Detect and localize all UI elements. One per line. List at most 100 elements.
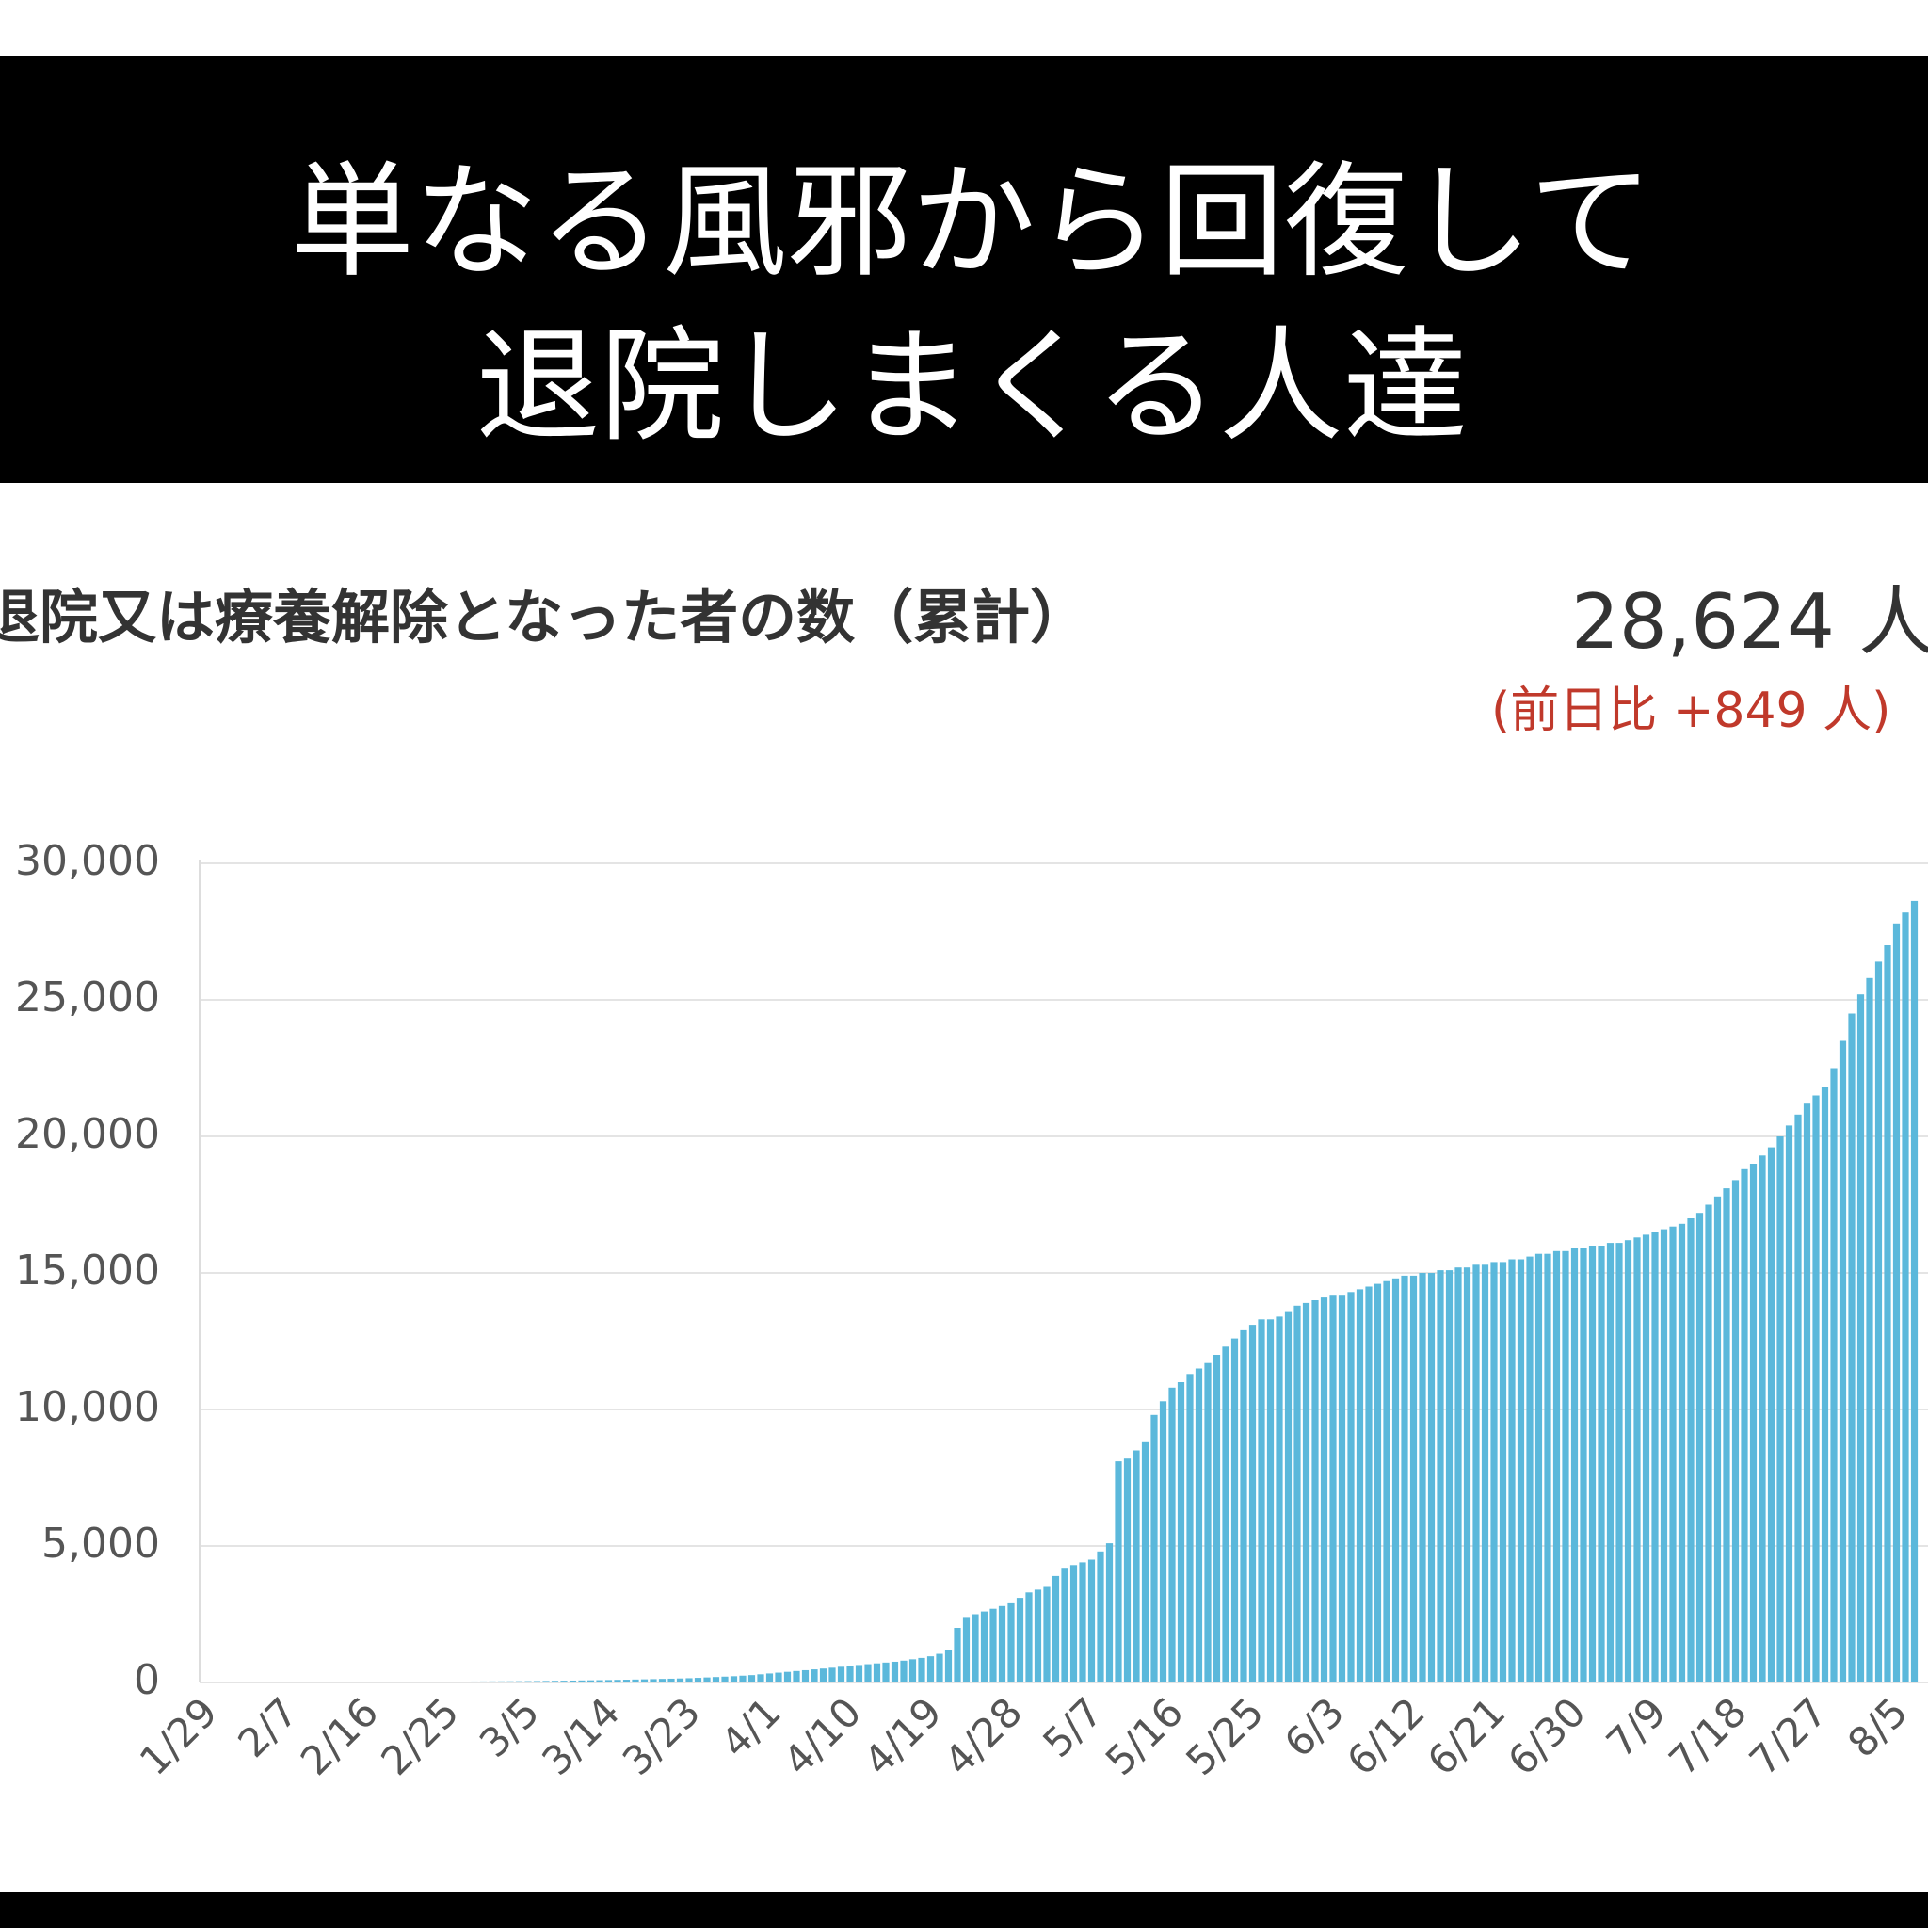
x-tick-label: 8/5 [1839, 1689, 1916, 1766]
caption-line: 退院しまくる人達 [475, 314, 1467, 459]
bar [972, 1615, 978, 1683]
bar [1240, 1330, 1246, 1682]
bar [685, 1678, 692, 1682]
bar [981, 1612, 988, 1682]
bar [1303, 1303, 1309, 1682]
bar [1267, 1319, 1274, 1682]
x-tick-label: 7/27 [1741, 1689, 1836, 1784]
bar [1133, 1451, 1139, 1683]
y-tick-label: 10,000 [15, 1383, 160, 1431]
x-tick-label: 6/30 [1499, 1689, 1594, 1784]
bar [1025, 1592, 1032, 1682]
bar [1535, 1254, 1542, 1682]
bar [542, 1681, 549, 1682]
bar [1213, 1355, 1220, 1682]
bar [1124, 1458, 1131, 1682]
bar [570, 1681, 576, 1682]
bar [1401, 1276, 1407, 1682]
bar [1553, 1251, 1560, 1682]
bar [1017, 1598, 1023, 1682]
bar [1222, 1346, 1229, 1682]
bar [989, 1609, 996, 1682]
bar [1106, 1543, 1113, 1682]
bar [1482, 1264, 1488, 1682]
bar [667, 1679, 674, 1682]
bar [1866, 978, 1872, 1682]
bar [864, 1665, 871, 1682]
bar [1249, 1325, 1256, 1682]
bar [954, 1628, 960, 1682]
bar [1097, 1552, 1103, 1682]
bar [1204, 1363, 1211, 1682]
bar [1526, 1257, 1533, 1682]
bar [1160, 1401, 1166, 1682]
bar [1446, 1270, 1453, 1682]
bar [1357, 1289, 1363, 1682]
y-tick-label: 30,000 [15, 837, 160, 885]
bar [552, 1681, 558, 1682]
bar [650, 1679, 656, 1682]
y-tick-label: 0 [134, 1656, 160, 1704]
bar [713, 1677, 719, 1682]
bar [1768, 1148, 1775, 1682]
bar [1589, 1246, 1596, 1682]
bar [936, 1654, 942, 1682]
top-strip [0, 0, 1928, 56]
bottom-band [0, 1892, 1928, 1928]
y-tick-label: 5,000 [41, 1520, 160, 1568]
bar [1696, 1213, 1703, 1682]
bar [748, 1675, 755, 1682]
bar [1061, 1568, 1068, 1682]
x-tick-label: 7/18 [1660, 1689, 1755, 1784]
bar [578, 1681, 585, 1682]
bar [1329, 1295, 1336, 1682]
bar [1714, 1197, 1721, 1682]
bar [1150, 1415, 1157, 1682]
bar [1500, 1262, 1506, 1682]
bar [1419, 1273, 1425, 1682]
bar [766, 1673, 773, 1682]
bar [1840, 1041, 1846, 1683]
bar [846, 1666, 853, 1682]
bar [1035, 1589, 1041, 1682]
bar [659, 1679, 666, 1682]
bar [641, 1680, 648, 1682]
bar [1732, 1180, 1739, 1682]
x-tick-label: 5/16 [1097, 1689, 1192, 1784]
bar [1464, 1267, 1470, 1682]
bar [1902, 912, 1908, 1682]
bar [1804, 1103, 1810, 1682]
x-tick-label: 6/21 [1419, 1689, 1514, 1784]
bar [703, 1678, 710, 1682]
bar [1723, 1188, 1729, 1682]
bar [721, 1677, 728, 1682]
bar [560, 1681, 567, 1682]
y-tick-label: 25,000 [15, 974, 160, 1022]
bar [856, 1665, 862, 1682]
x-tick-label: 4/28 [936, 1689, 1031, 1784]
bar [1812, 1096, 1819, 1683]
bar [1196, 1369, 1202, 1683]
bar [909, 1659, 916, 1682]
bar [1633, 1237, 1640, 1682]
bar [1052, 1576, 1059, 1682]
bar [731, 1676, 737, 1682]
change-value: (前日比 +849 人) [1491, 683, 1890, 739]
bar [1679, 1224, 1685, 1682]
bar [1258, 1319, 1264, 1682]
bar [1643, 1234, 1649, 1682]
bar [1079, 1562, 1085, 1682]
bar [1043, 1587, 1050, 1683]
bar [1705, 1205, 1711, 1683]
x-tick-label: 3/23 [614, 1689, 709, 1784]
bar [1884, 945, 1890, 1682]
bar [1911, 901, 1918, 1682]
bar [1615, 1243, 1622, 1682]
bar [1070, 1565, 1077, 1682]
bar [1374, 1284, 1381, 1682]
total-value: 28,624 人 [1571, 578, 1928, 666]
bar [1293, 1306, 1300, 1682]
bar [927, 1656, 934, 1682]
bar [757, 1674, 763, 1682]
bar [963, 1617, 970, 1682]
